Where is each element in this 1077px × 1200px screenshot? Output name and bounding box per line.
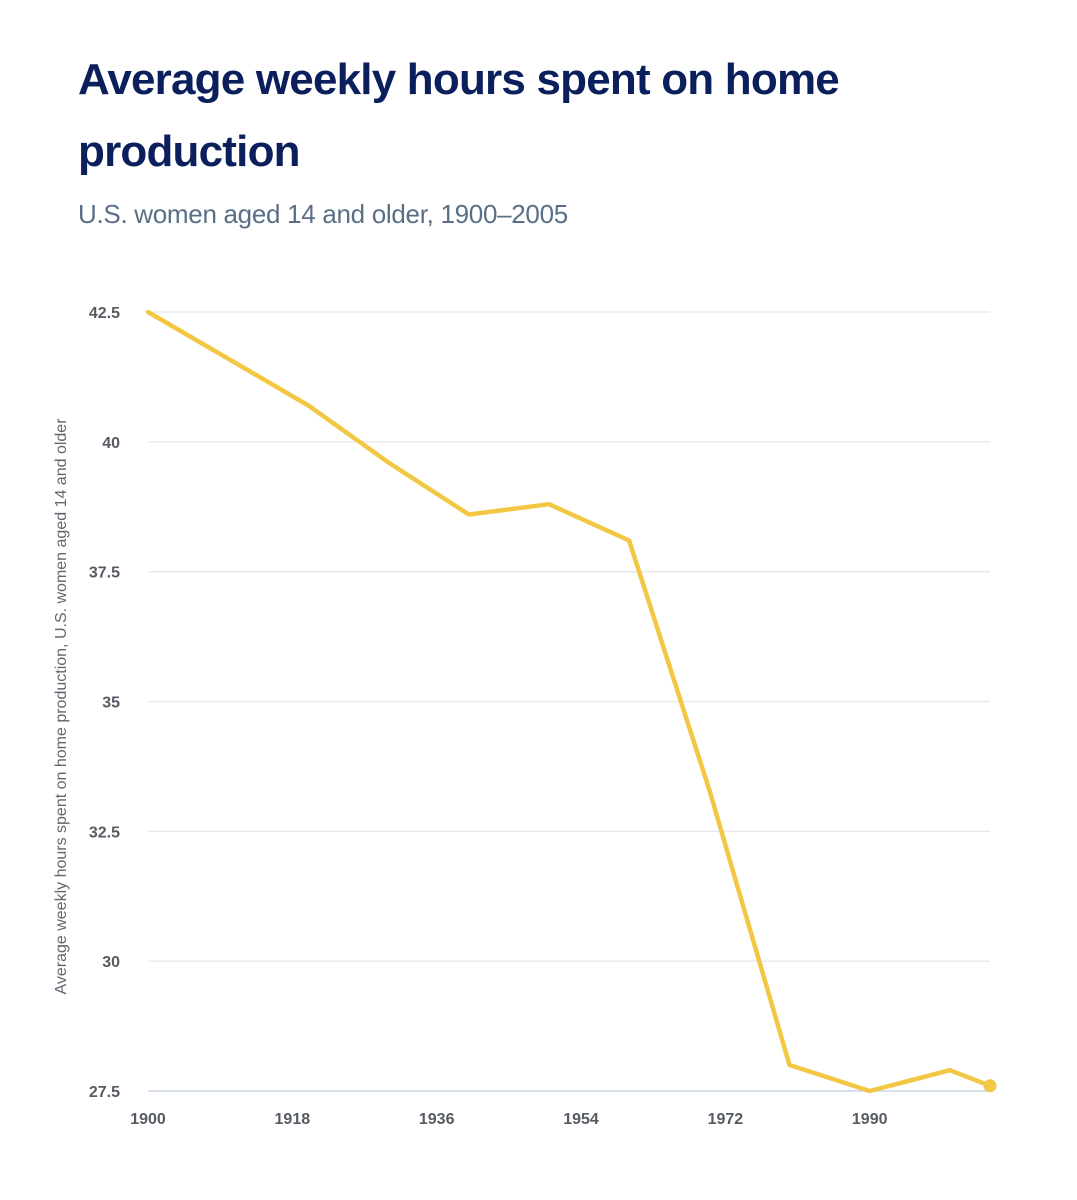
y-tick-label: 42.5 bbox=[89, 305, 120, 322]
x-axis-ticks: 1900 1918 1936 1954 1972 1990 bbox=[130, 1111, 887, 1128]
y-axis-ticks: 27.5 30 32.5 35 37.5 40 42.5 bbox=[89, 305, 120, 1101]
y-tick-label: 37.5 bbox=[89, 565, 120, 582]
y-tick-label: 32.5 bbox=[89, 824, 120, 841]
y-tick-label: 30 bbox=[102, 954, 120, 971]
x-tick-label: 1954 bbox=[563, 1111, 599, 1128]
x-tick-label: 1918 bbox=[275, 1111, 311, 1128]
y-axis-title: Average weekly hours spent on home produ… bbox=[53, 418, 70, 995]
x-tick-label: 1900 bbox=[130, 1111, 166, 1128]
series-end-point bbox=[983, 1079, 997, 1093]
y-tick-label: 27.5 bbox=[89, 1084, 120, 1101]
series-line bbox=[145, 309, 993, 1094]
series-layer bbox=[145, 309, 997, 1094]
x-tick-label: 1972 bbox=[708, 1111, 744, 1128]
y-tick-label: 40 bbox=[102, 435, 120, 452]
x-tick-label: 1990 bbox=[852, 1111, 888, 1128]
chart-title: Average weekly hours spent on home produ… bbox=[78, 55, 840, 176]
x-tick-label: 1936 bbox=[419, 1111, 455, 1128]
chart-subtitle: U.S. women aged 14 and older, 1900–2005 bbox=[78, 199, 568, 229]
y-tick-label: 35 bbox=[102, 695, 120, 712]
grid-lines bbox=[148, 311, 990, 1092]
